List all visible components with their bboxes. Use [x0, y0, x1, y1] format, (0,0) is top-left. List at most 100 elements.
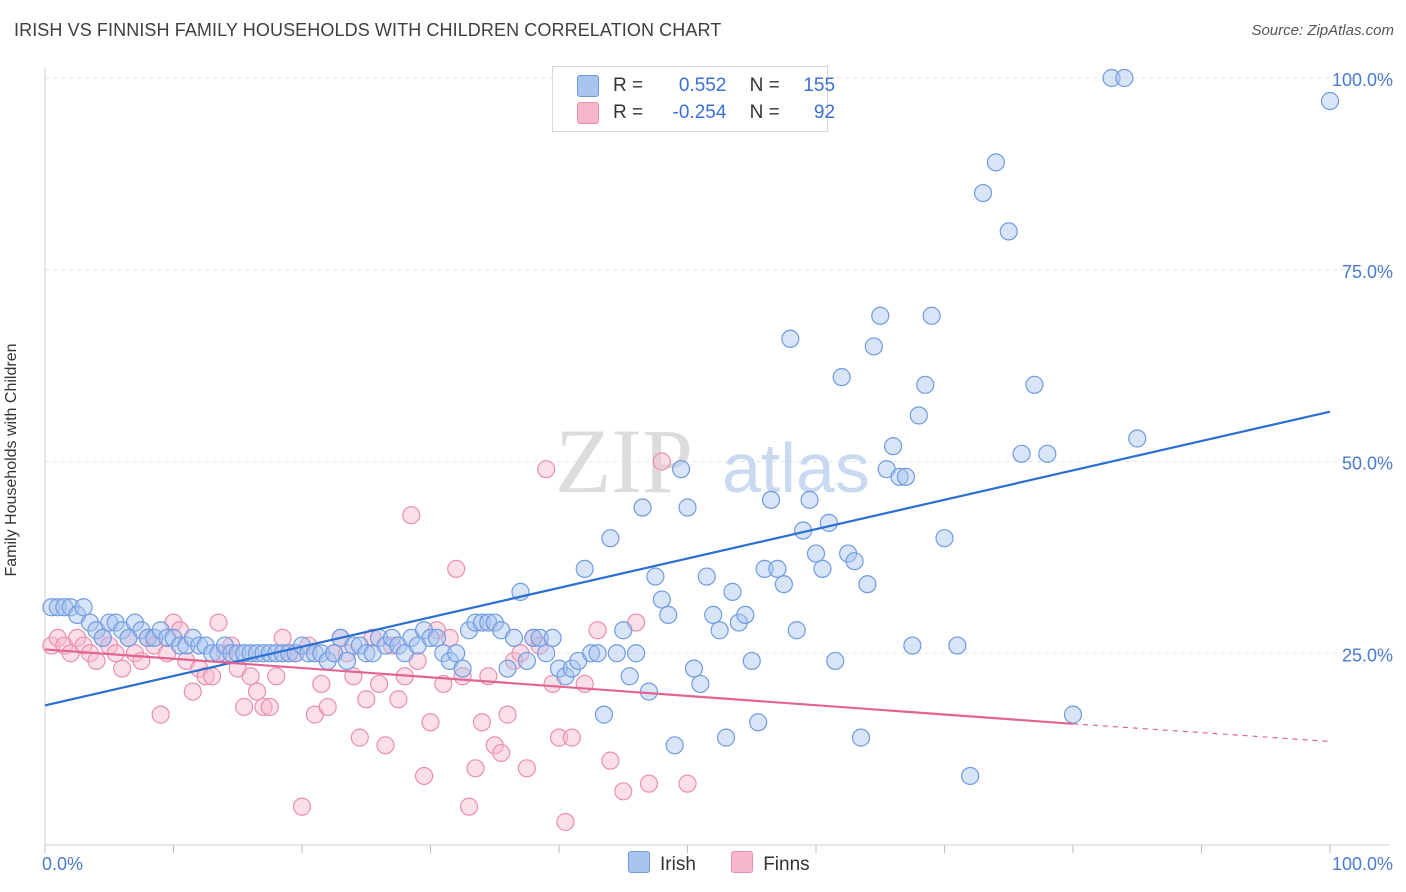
legend-row-finns: R = -0.254 N = 92 — [577, 102, 835, 126]
irish-point — [447, 644, 466, 663]
irish-point — [864, 337, 883, 356]
y-axis-label: Family Households with Children — [3, 343, 20, 577]
irish-point — [646, 567, 665, 586]
irish-point — [665, 736, 684, 755]
irish-point — [806, 544, 826, 563]
irish-point — [800, 490, 819, 509]
irish-point — [999, 222, 1018, 241]
finns-point — [312, 674, 331, 694]
finns-point — [434, 674, 453, 694]
chart-title: IRISH VS FINNISH FAMILY HOUSEHOLDS WITH … — [14, 20, 722, 40]
irish-point — [916, 375, 935, 394]
correlation-legend: R = 0.552 N = 155 R = -0.254 N = 92 — [552, 66, 835, 132]
irish-point — [472, 613, 491, 632]
irish-point — [832, 368, 851, 387]
finns-point — [247, 682, 267, 701]
finns-point — [376, 736, 395, 755]
finns-point — [273, 628, 292, 648]
y-tick-label: 100.0% — [1332, 70, 1393, 90]
irish-point — [652, 590, 671, 609]
finns-legend-swatch-icon — [731, 851, 754, 873]
finns-point — [492, 743, 511, 763]
tick-labels: 25.0% 50.0% 75.0% 100.0% 0.0% 100.0% — [42, 70, 1393, 874]
finns-point — [292, 797, 312, 816]
irish-point — [948, 636, 967, 655]
irish-point — [883, 437, 903, 456]
irish-point — [498, 659, 517, 678]
irish-point — [871, 306, 890, 325]
finns-point — [639, 774, 659, 793]
finns-point — [466, 759, 485, 778]
grid-lines — [45, 77, 1390, 654]
finns-point — [472, 713, 491, 732]
finns-point — [562, 728, 581, 747]
finns-point — [537, 460, 556, 479]
finns-point — [254, 697, 273, 717]
legend-finns-label: Finns — [763, 854, 810, 875]
watermark-atlas: atlas — [722, 429, 870, 507]
x-tick-label-start: 0.0% — [42, 854, 83, 874]
finns-point — [235, 697, 254, 717]
finns-point — [549, 728, 569, 747]
legend-item-finns: Finns — [731, 851, 810, 876]
irish-point — [986, 153, 1006, 172]
irish-trend-line — [44, 410, 1331, 707]
irish-point — [582, 644, 601, 663]
irish-point — [607, 644, 626, 663]
irish-point — [813, 559, 832, 578]
irish-point — [594, 705, 614, 724]
irish-point — [659, 605, 678, 625]
irish-point — [517, 651, 536, 671]
irish-point — [427, 628, 447, 648]
irish-point — [42, 598, 61, 617]
source-label: Source: ZipAtlas.com — [1251, 22, 1394, 39]
finns-point — [588, 621, 607, 640]
irish-r-label: R = — [613, 75, 644, 97]
finns-point — [183, 682, 202, 701]
finns-point — [402, 506, 421, 525]
finns-swatch-icon — [577, 102, 599, 124]
irish-legend-swatch-icon — [628, 851, 650, 873]
irish-point — [421, 628, 440, 648]
irish-point — [1012, 444, 1031, 463]
finns-point — [498, 705, 517, 724]
irish-point — [1025, 375, 1044, 394]
irish-point — [678, 498, 697, 517]
finns-point — [440, 628, 459, 648]
watermark-zip: ZIP — [555, 410, 693, 512]
irish-point — [453, 659, 472, 678]
irish-point — [74, 598, 93, 617]
y-tick-label: 25.0% — [1342, 645, 1393, 665]
finns-n-label: N = — [749, 102, 780, 124]
irish-point — [768, 559, 787, 578]
series-legend: Irish Finns — [628, 851, 840, 876]
irish-point — [819, 513, 838, 532]
finns-point — [614, 782, 633, 801]
irish-point — [1038, 444, 1057, 463]
irish-point — [890, 467, 909, 486]
irish-point — [697, 567, 716, 586]
irish-point — [935, 529, 954, 548]
irish-point — [749, 713, 768, 732]
y-tick-label: 75.0% — [1342, 262, 1393, 282]
irish-point — [774, 575, 793, 594]
irish-point — [543, 628, 562, 648]
irish-swatch-icon — [577, 75, 599, 97]
finns-point — [209, 613, 228, 632]
finns-point — [678, 774, 697, 793]
irish-point — [736, 605, 755, 625]
irish-point — [761, 490, 781, 509]
x-tick-label-end: 100.0% — [1332, 854, 1393, 874]
irish-point — [466, 613, 485, 632]
finns-point — [267, 667, 286, 686]
irish-point — [1320, 91, 1340, 111]
finns-point — [241, 667, 260, 686]
irish-n-value: 155 — [803, 75, 836, 97]
irish-point — [524, 628, 543, 648]
finns-r-value: -0.254 — [672, 102, 727, 124]
finns-trend-extension — [1072, 723, 1331, 743]
irish-point — [671, 460, 691, 479]
finns-point — [389, 690, 408, 709]
finns-point — [151, 705, 170, 724]
